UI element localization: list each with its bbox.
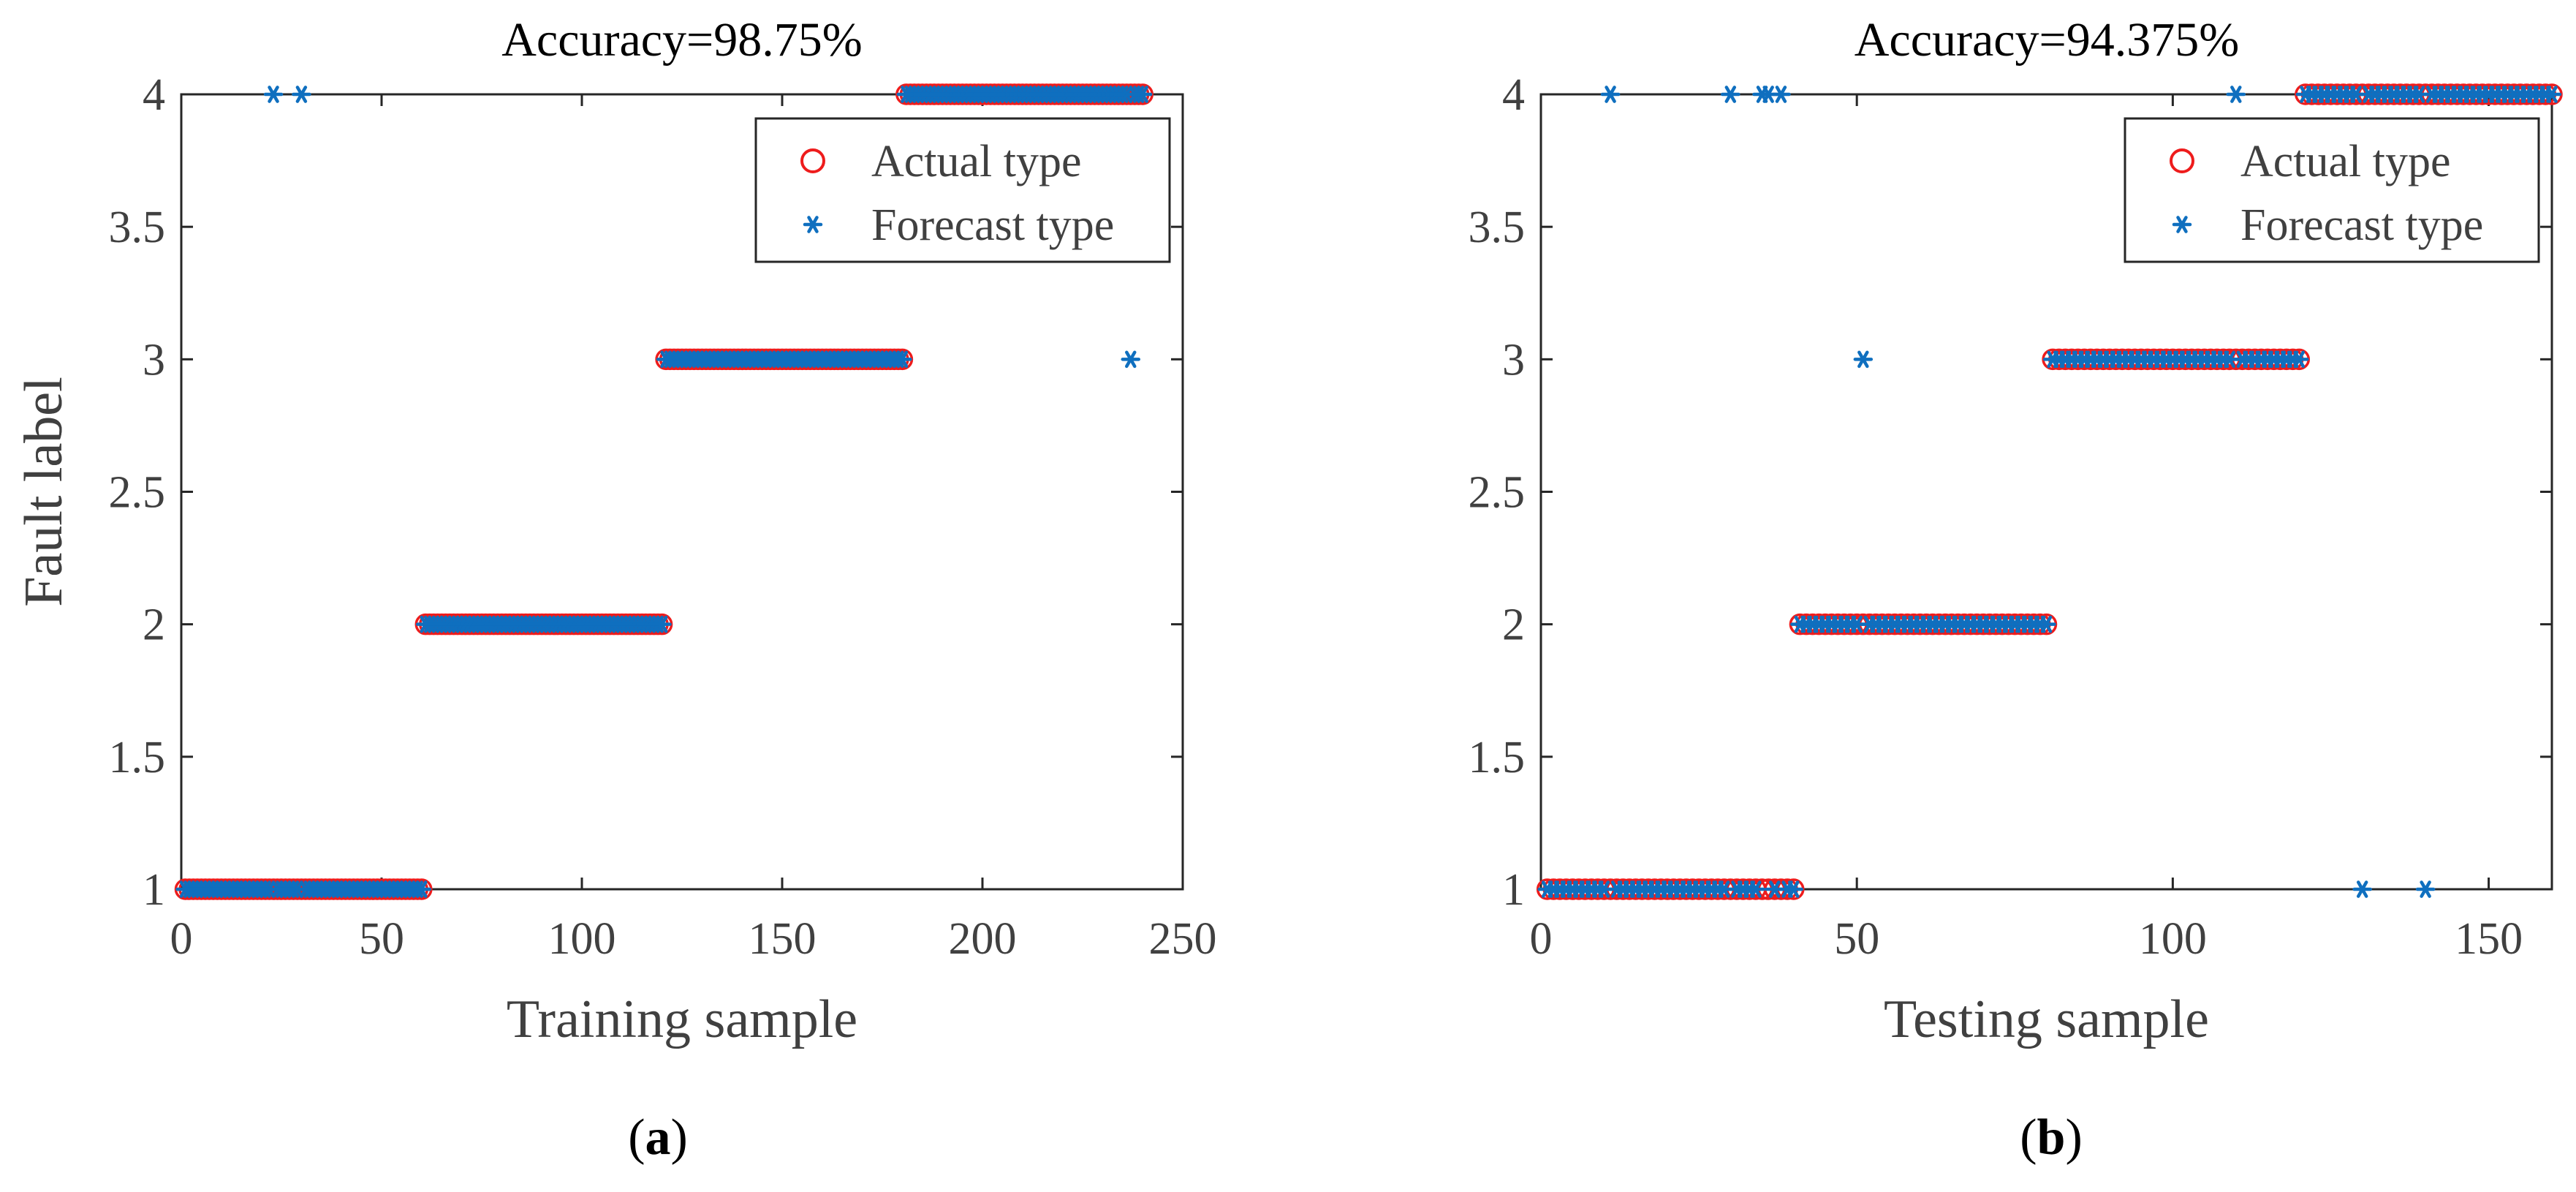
forecast-point — [1746, 880, 1766, 898]
panel-caption-letter: b — [2037, 1109, 2066, 1166]
forecast-point — [893, 350, 912, 369]
y-tick-label: 2 — [143, 600, 165, 650]
forecast-point — [2542, 86, 2562, 103]
forecast-point — [1784, 880, 1803, 898]
x-tick-label: 0 — [1530, 914, 1553, 964]
panel-caption: (b) — [2020, 1109, 2083, 1166]
forecast-point — [412, 880, 432, 898]
forecast-point — [1853, 350, 1874, 369]
y-axis-label: Fault label — [14, 377, 74, 606]
y-tick-label: 3.5 — [109, 203, 166, 252]
x-axis-label: Testing sample — [1884, 989, 2209, 1049]
x-tick-label: 150 — [749, 914, 817, 964]
legend-label-forecast: Forecast type — [2240, 200, 2483, 250]
panel-caption: (a) — [628, 1109, 688, 1166]
y-tick-label: 4 — [1502, 70, 1525, 120]
y-tick-label: 3 — [1502, 335, 1525, 385]
panel-a: Accuracy=98.75% 0 50 100 150 200 250 1 1.5 2 2.5 3 3… — [14, 13, 1217, 1166]
x-axis-label: Training sample — [507, 989, 857, 1049]
forecast-point — [2037, 615, 2056, 633]
x-tick-label: 50 — [1834, 914, 1879, 964]
forecast-point — [1121, 350, 1141, 369]
y-tick-label: 1 — [143, 865, 165, 915]
legend-circle-marker — [2170, 148, 2194, 173]
y-tick-label: 1.5 — [109, 733, 166, 782]
y-tick-label: 3 — [143, 335, 165, 385]
x-tick-label: 100 — [2139, 914, 2207, 964]
forecast-point — [2289, 350, 2309, 369]
legend: Actual type Forecast type — [2124, 117, 2540, 263]
forecast-point — [2415, 880, 2436, 898]
y-tick-label: 3.5 — [1469, 203, 1526, 252]
forecast-point — [1721, 86, 1740, 103]
legend-circle-marker — [800, 148, 825, 173]
forecast-point — [652, 615, 672, 633]
panel-b: Accuracy=94.375%0 50 100 15011.522.533.54Te… — [14, 13, 2563, 1166]
forecast-point — [2226, 86, 2246, 103]
y-tick-label: 2.5 — [1469, 468, 1526, 518]
chart-title: Accuracy=94.375% — [1855, 13, 2240, 67]
legend-label-actual: Actual type — [871, 137, 1082, 186]
legend-label-actual: Actual type — [2240, 137, 2451, 186]
forecast-point — [1771, 86, 1791, 103]
y-tick-label: 1.5 — [1469, 733, 1526, 782]
forecast-point — [1600, 86, 1621, 103]
x-tick-label: 200 — [949, 914, 1017, 964]
legend-box — [754, 117, 1171, 263]
legend: Actual type Forecast type — [754, 117, 1171, 263]
legend-asterisk-marker — [2172, 216, 2192, 233]
forecast-point — [263, 86, 284, 103]
legend-asterisk-marker — [803, 216, 823, 233]
x-tick-label: 100 — [548, 914, 616, 964]
y-tick-label: 4 — [143, 70, 165, 120]
y-tick-label: 1 — [1502, 865, 1525, 915]
forecast-point — [2352, 880, 2372, 898]
forecast-point — [1132, 86, 1153, 103]
legend-label-forecast: Forecast type — [871, 200, 1114, 250]
y-tick-label: 2.5 — [109, 468, 166, 518]
x-tick-label: 150 — [2455, 914, 2523, 964]
x-tick-label: 50 — [359, 914, 404, 964]
y-tick-label: 2 — [1502, 600, 1525, 650]
x-tick-label: 0 — [170, 914, 193, 964]
panel-caption-letter: a — [645, 1109, 671, 1166]
y-axis-label: Fault label — [14, 377, 74, 606]
x-tick-label: 250 — [1149, 914, 1217, 964]
chart-title: Accuracy=98.75% — [501, 13, 863, 67]
legend-box — [2124, 117, 2540, 263]
forecast-point — [292, 86, 311, 103]
